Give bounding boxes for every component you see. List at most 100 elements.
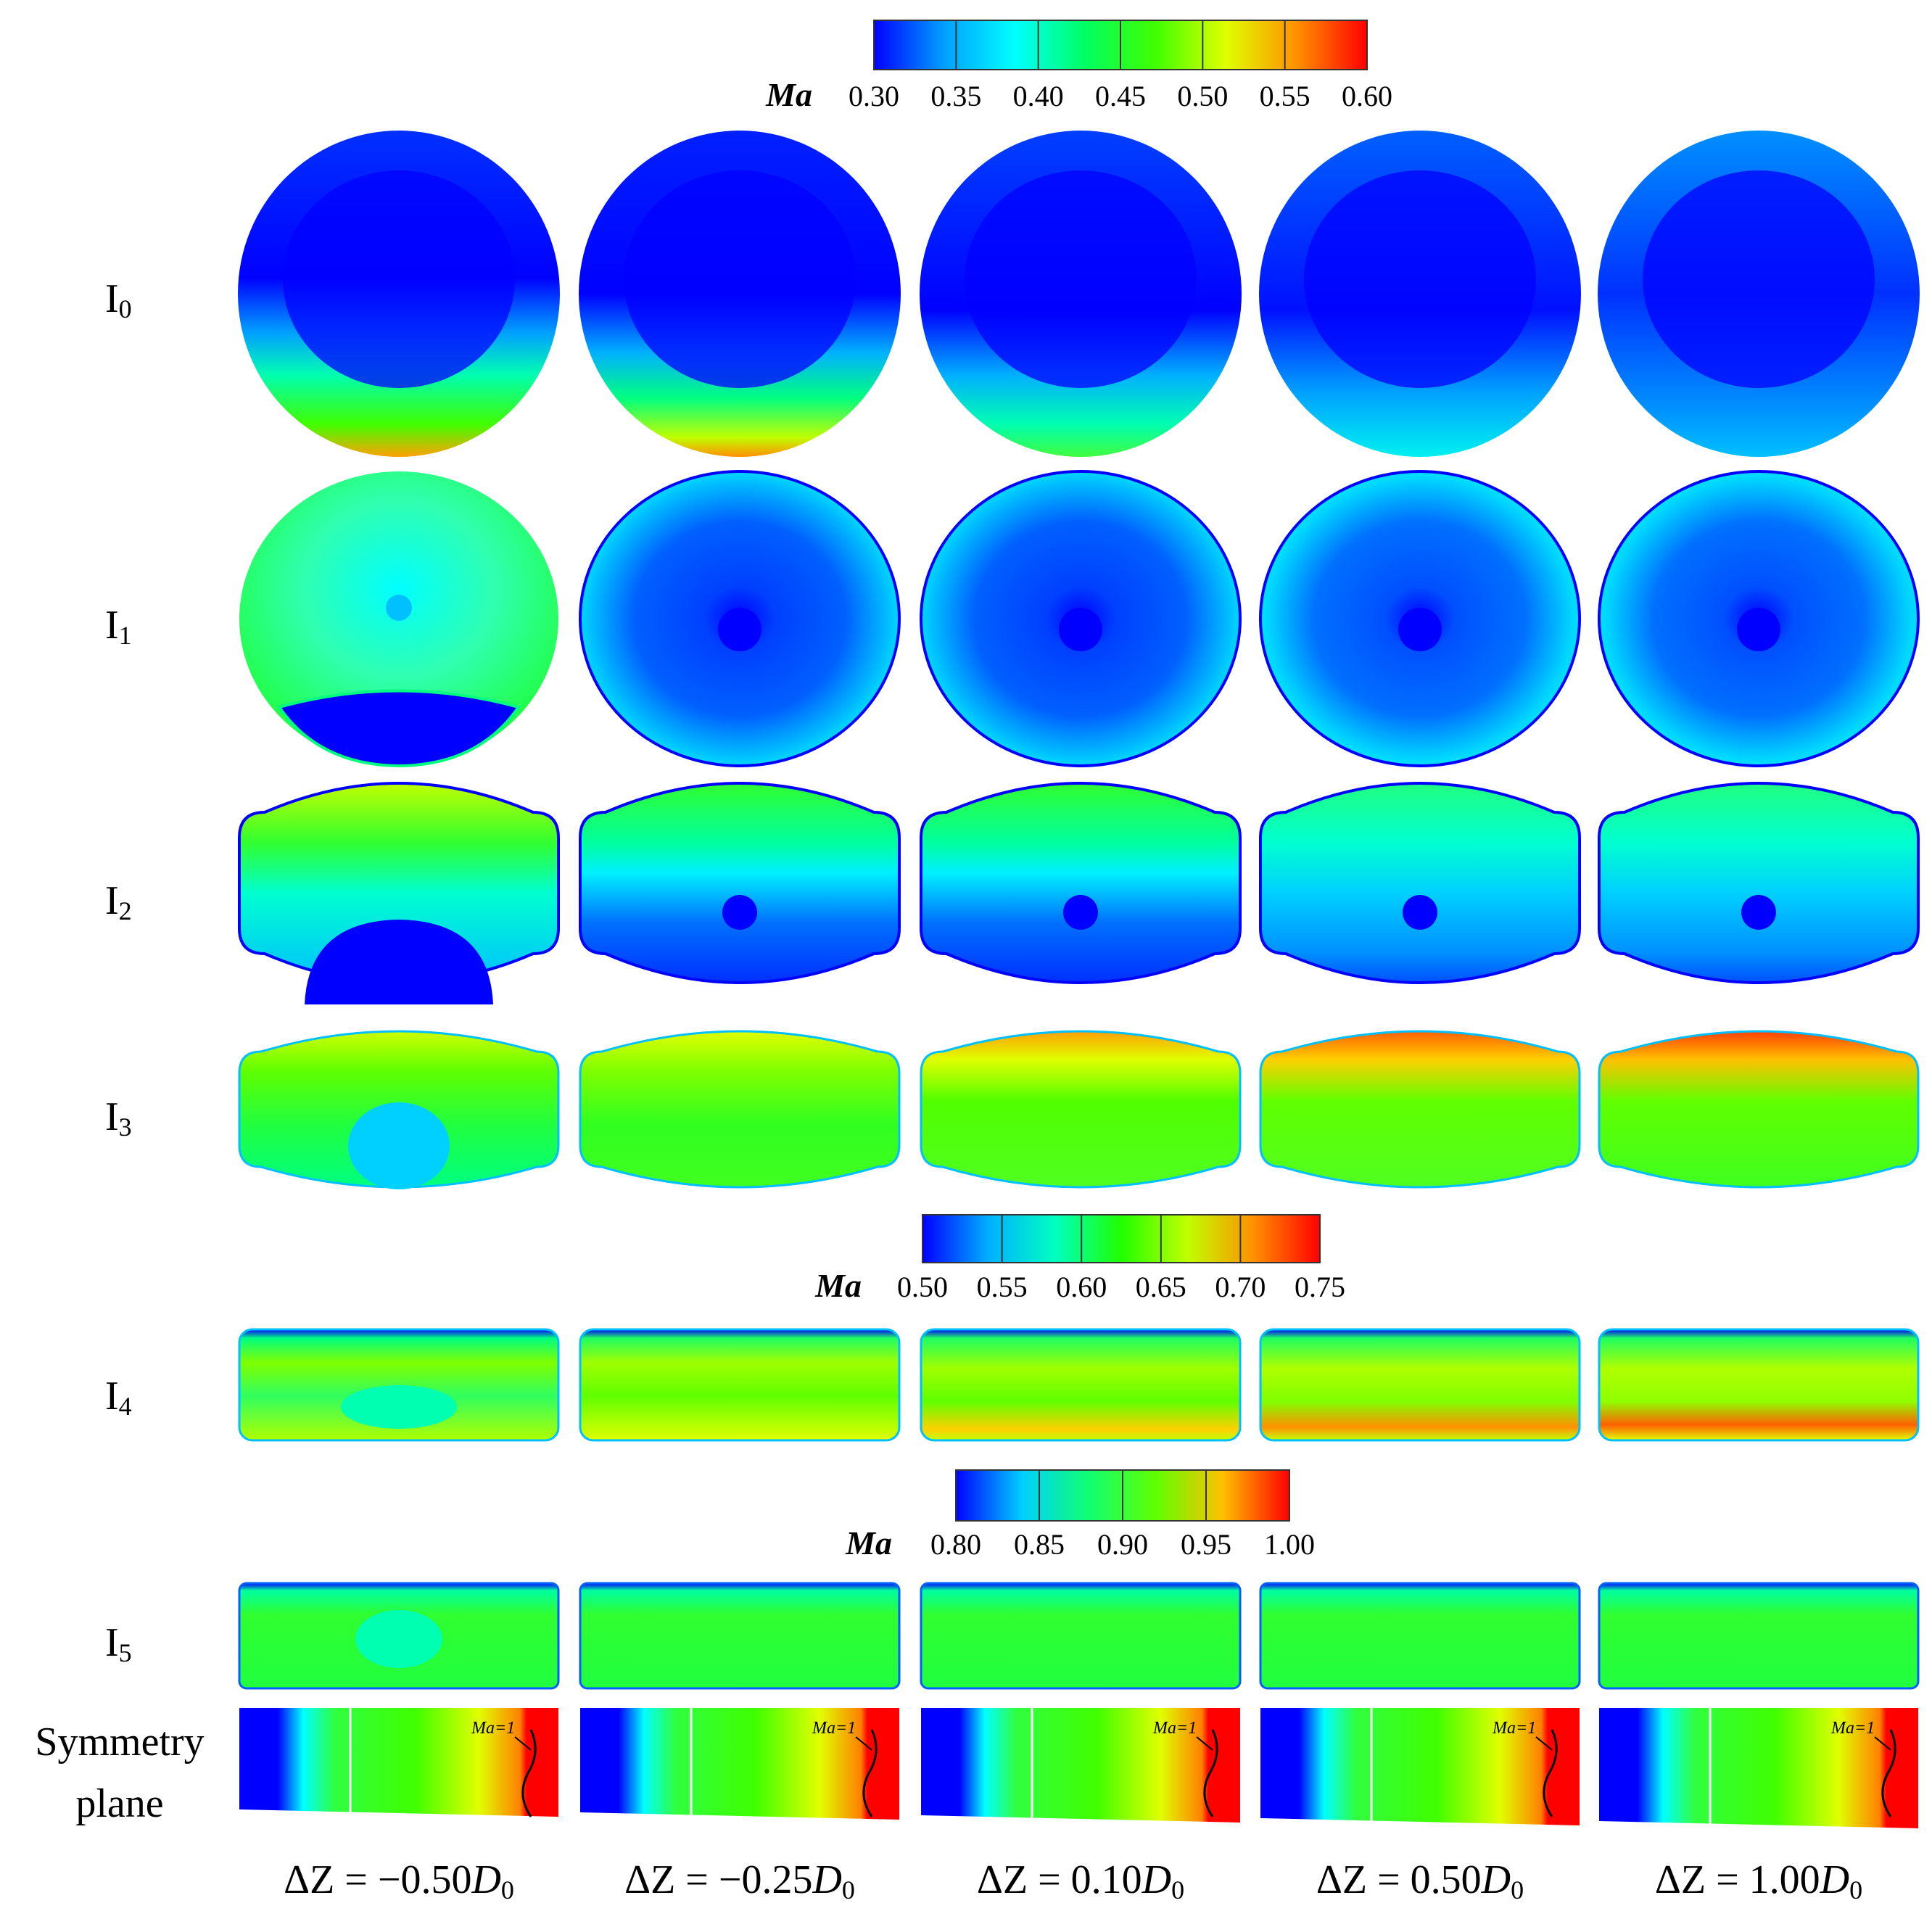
row-label-4: I4 [105,1374,132,1421]
sonic-arrow [1874,1736,1891,1751]
panel-symmetry-col5: Ma=1 [1599,1708,1918,1828]
column-label-3: ΔZ = 0.10D0 [977,1857,1184,1904]
colorbar-tick: 0.60 [1342,80,1392,112]
sonic-line-label: Ma=1 [812,1719,856,1738]
vortex-core [1063,895,1098,930]
sonic-line-label: Ma=1 [1492,1719,1536,1738]
contour-section [238,1328,560,1442]
sonic-line [1881,1729,1896,1817]
column-label-4: ΔZ = 0.50D0 [1316,1857,1524,1904]
contour-section [1598,1582,1920,1690]
sonic-arrow [1196,1736,1213,1751]
panel-I4-col1 [238,1328,560,1442]
colorbar-tick: 0.50 [897,1271,948,1303]
colorbar-tick: 0.60 [1056,1271,1107,1303]
contour-section [579,1328,901,1442]
contour-section [1259,782,1581,984]
vortex-core [386,595,412,621]
row-label-0: I0 [105,276,132,323]
sonic-line [521,1729,537,1817]
panel-I0-col1 [238,131,560,457]
sonic-line [1203,1729,1218,1817]
colorbar-tick: 0.90 [1097,1528,1148,1561]
panel-I5-col3 [920,1582,1242,1690]
vortex-core [1398,608,1442,651]
contour-section [1259,1582,1581,1690]
row-label-2: I2 [105,878,132,925]
colorbar-tick: 0.55 [977,1271,1028,1303]
column-label-1: ΔZ = −0.50D0 [284,1857,514,1904]
colorbar-tick: 0.50 [1177,80,1228,112]
low-mach-core [1643,170,1875,388]
panel-I1-col1 [239,471,558,768]
panel-I4-col5 [1598,1328,1920,1442]
panel-I0-col4 [1259,131,1581,457]
sonic-arrow [1535,1736,1553,1751]
colorbar-tick: 0.55 [1260,80,1310,112]
row-label-symmetry-1: Symmetry [35,1720,204,1765]
panel-I2-col2 [579,782,901,984]
contour-section [1598,1328,1920,1442]
colorbar-label: Ma [765,76,812,113]
panel-symmetry-col2: Ma=1 [580,1708,899,1820]
colorbar-tick: 0.30 [849,80,899,112]
colorbar-tick: 0.75 [1295,1271,1345,1303]
vortex-core [1737,608,1780,651]
low-mach-region [348,1102,450,1189]
vortex-core [722,895,757,930]
panel-I1-col5 [1598,470,1920,767]
contour-section [920,782,1242,984]
symmetry-contour [1599,1708,1918,1828]
colorbar-tick: 1.00 [1264,1528,1315,1561]
colorbar-2 [922,1214,1321,1263]
colorbar-tick: 0.80 [930,1528,981,1561]
panel-I5-col1 [238,1582,560,1690]
panel-I5-col5 [1598,1582,1920,1690]
contour-section [1598,782,1920,984]
separation-region [305,920,493,1004]
contour-section [579,1030,901,1189]
panel-I2-col3 [920,782,1242,984]
panel-symmetry-col1: Ma=1 [239,1708,558,1817]
panel-I2-col5 [1598,782,1920,984]
vortex-core [718,608,761,651]
column-label-5: ΔZ = 1.00D0 [1655,1857,1862,1904]
panel-I4-col4 [1259,1328,1581,1442]
panel-I1-col2 [579,470,901,767]
colorbar-tick: 0.65 [1136,1271,1186,1303]
symmetry-contour [1260,1708,1580,1825]
panel-I3-col3 [920,1030,1242,1189]
column-label-2: ΔZ = −0.25D0 [624,1857,855,1904]
panel-symmetry-col3: Ma=1 [921,1708,1240,1823]
contour-section [1259,1328,1581,1442]
colorbar-tick: 0.35 [930,80,981,112]
panel-I3-col5 [1598,1030,1920,1189]
symmetry-contour [921,1708,1240,1823]
panel-I0-col3 [920,131,1242,457]
contour-section [920,1328,1242,1442]
row-label-3: I3 [105,1094,132,1142]
low-mach-region [355,1610,442,1668]
low-mach-core [1304,170,1536,388]
panel-I3-col2 [579,1030,901,1189]
colorbar-tick: 0.45 [1095,80,1146,112]
panel-I4-col3 [920,1328,1242,1442]
contour-section [238,782,560,984]
vortex-core [1741,895,1776,930]
panel-I0-col2 [579,131,901,457]
vortex-core [1059,608,1102,651]
contour-section [920,1030,1242,1189]
row-label-1: I1 [105,603,132,650]
panel-I5-col4 [1259,1582,1581,1690]
panel-I1-col3 [920,470,1242,767]
panel-I3-col1 [238,1030,560,1189]
low-mach-region [341,1385,457,1429]
contour-section [920,1582,1242,1690]
colorbar-tick: 0.70 [1215,1271,1266,1303]
colorbar-tick: 0.95 [1181,1528,1231,1561]
contour-section [1259,1030,1581,1189]
colorbar-tick: 0.85 [1014,1528,1065,1561]
panel-I0-col5 [1598,131,1920,457]
low-mach-core [965,170,1197,388]
